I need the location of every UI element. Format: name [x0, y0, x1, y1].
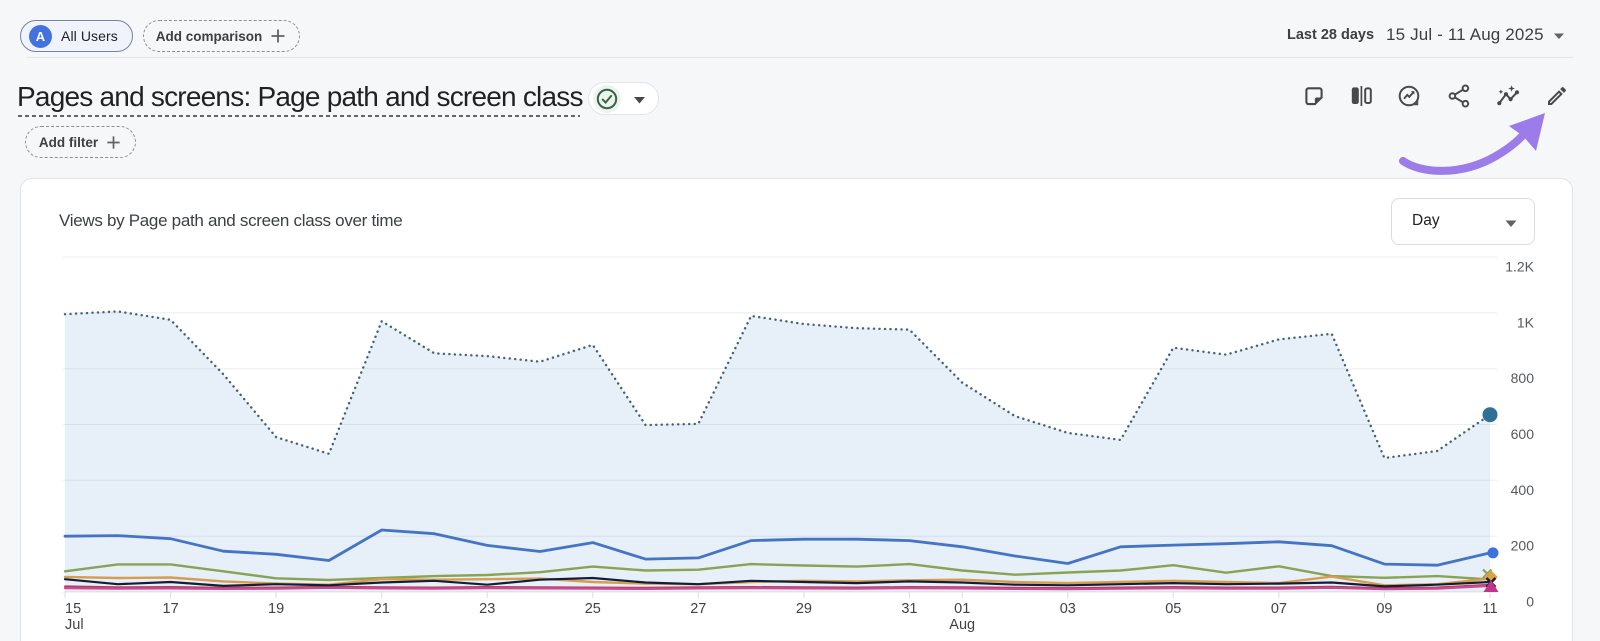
svg-text:03: 03	[1060, 601, 1076, 617]
svg-text:01: 01	[954, 601, 970, 617]
svg-text:15: 15	[65, 601, 81, 617]
svg-text:05: 05	[1165, 601, 1181, 617]
svg-text:27: 27	[690, 601, 706, 617]
svg-text:0: 0	[1526, 594, 1534, 610]
svg-text:29: 29	[796, 601, 812, 617]
svg-text:200: 200	[1511, 538, 1535, 554]
svg-text:21: 21	[374, 601, 390, 617]
svg-text:17: 17	[163, 601, 179, 617]
svg-text:400: 400	[1511, 482, 1535, 498]
svg-text:1.2K: 1.2K	[1505, 259, 1534, 275]
svg-text:31: 31	[901, 601, 917, 617]
svg-text:19: 19	[268, 601, 284, 617]
svg-text:Aug: Aug	[949, 617, 975, 633]
svg-text:25: 25	[585, 601, 601, 617]
svg-text:23: 23	[479, 601, 495, 617]
svg-text:1K: 1K	[1517, 314, 1535, 330]
svg-text:600: 600	[1511, 426, 1535, 442]
svg-text:07: 07	[1271, 601, 1287, 617]
svg-text:800: 800	[1511, 370, 1535, 386]
svg-text:11: 11	[1482, 601, 1497, 617]
svg-text:Jul: Jul	[65, 617, 84, 633]
svg-text:09: 09	[1376, 601, 1392, 617]
